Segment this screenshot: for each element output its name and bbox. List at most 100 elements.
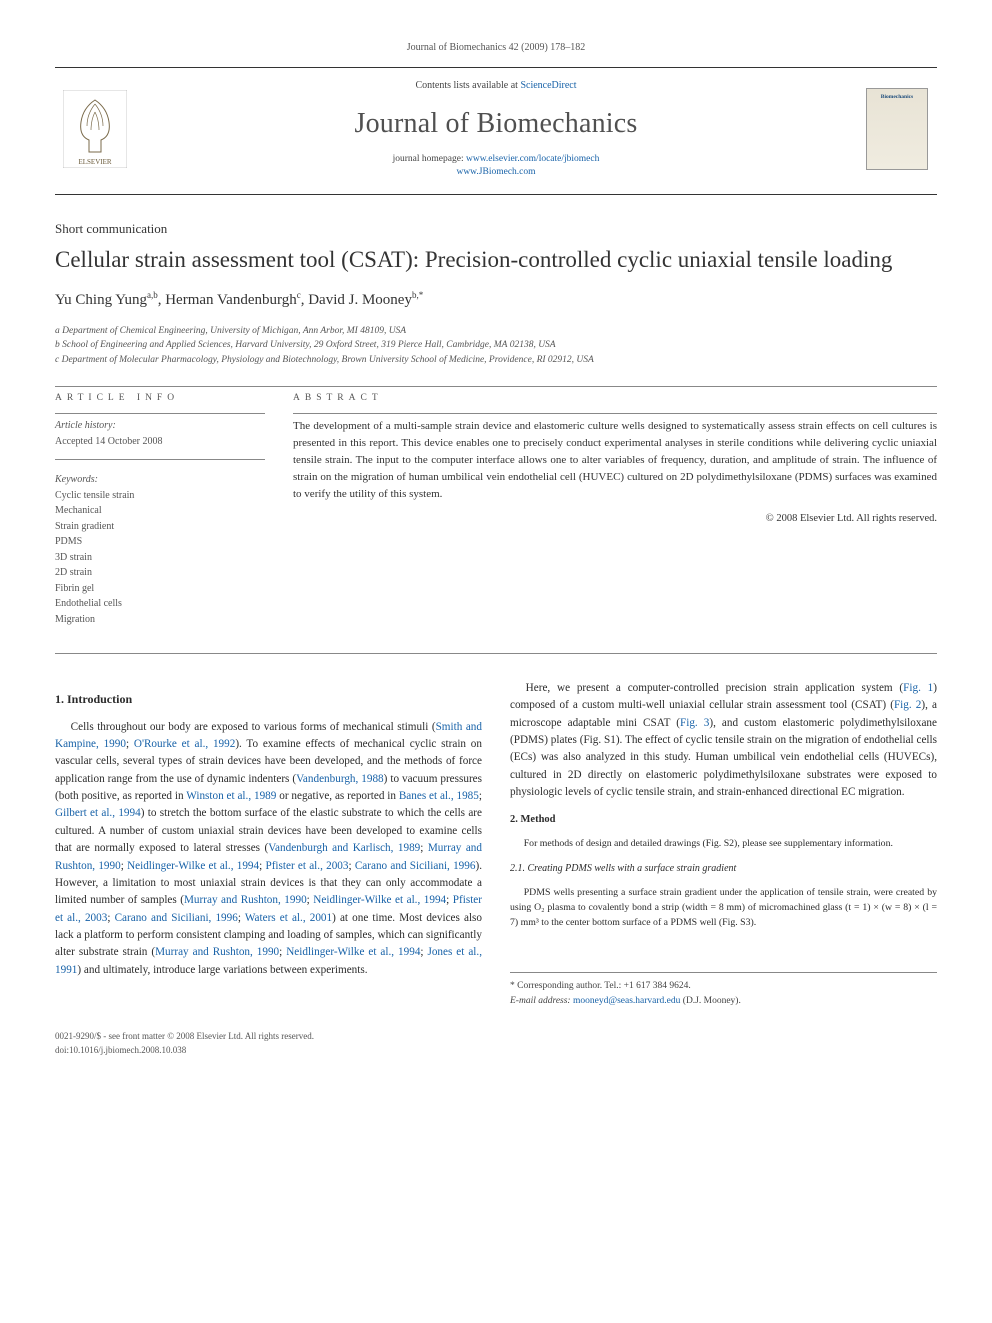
affiliation-a: a Department of Chemical Engineering, Un… (55, 324, 937, 339)
sciencedirect-link[interactable]: ScienceDirect (520, 80, 576, 91)
issn-line: 0021-9290/$ - see front matter © 2008 El… (55, 1030, 937, 1044)
citation[interactable]: Wilke et al., 1994 (338, 946, 421, 958)
homepage-prefix: journal homepage: (393, 154, 466, 164)
journal-name: Journal of Biomechanics (135, 103, 857, 145)
figure-ref[interactable]: Fig. 1 (903, 682, 933, 694)
t: ; (446, 894, 453, 906)
contents-available-line: Contents lists available at ScienceDirec… (135, 78, 857, 93)
info-abstract-row: ARTICLE INFO Article history: Accepted 1… (55, 391, 937, 627)
t: or negative, as reported in (276, 790, 398, 802)
citation[interactable]: Murray and Rushton, 1990 (184, 894, 307, 906)
method-paragraph: For methods of design and detailed drawi… (510, 836, 937, 851)
footer-meta: 0021-9290/$ - see front matter © 2008 El… (55, 1030, 937, 1057)
t: Here, we present a computer-controlled p… (526, 682, 903, 694)
keyword: Endothelial cells (55, 596, 265, 612)
citation[interactable]: O'Rourke et al., 1992 (134, 738, 235, 750)
journal-homepage-line: journal homepage: www.elsevier.com/locat… (135, 153, 857, 180)
keyword: Migration (55, 612, 265, 628)
article-info-block: Article history: Accepted 14 October 200… (55, 418, 265, 627)
keyword: Strain gradient (55, 519, 265, 535)
citation[interactable]: Vandenburgh, 1988 (296, 773, 384, 785)
t: ; (107, 912, 114, 924)
contents-prefix: Contents lists available at (415, 80, 520, 91)
article-info-column: ARTICLE INFO Article history: Accepted 1… (55, 391, 265, 627)
citation[interactable]: Gilbert et al., 1994 (55, 807, 141, 819)
t: Cells throughout our body are exposed to… (71, 721, 436, 733)
author-2: , Herman Vandenburgh (158, 292, 297, 308)
t: ) and ultimately, introduce large variat… (77, 964, 367, 976)
citation[interactable]: Winston et al., 1989 (186, 790, 276, 802)
heading-method: 2. Method (510, 812, 937, 828)
abstract-copyright: © 2008 Elsevier Ltd. All rights reserved… (293, 511, 937, 527)
publisher-logo-slot: ELSEVIER (55, 90, 135, 168)
author-3-affil: b,* (412, 290, 423, 300)
t: ; (238, 912, 245, 924)
keyword: 2D strain (55, 565, 265, 581)
citation[interactable]: Neidlinger-Wilke et al., 1994 (127, 860, 259, 872)
keyword: PDMS (55, 534, 265, 550)
rule-info-2 (55, 459, 265, 460)
svg-text:ELSEVIER: ELSEVIER (78, 158, 111, 166)
email-suffix: (D.J. Mooney). (680, 996, 740, 1006)
elsevier-tree-logo: ELSEVIER (63, 90, 127, 168)
t: ; (420, 842, 428, 854)
heading-introduction: 1. Introduction (55, 690, 482, 709)
history-title: Article history: (55, 418, 265, 434)
author-list: Yu Ching Yunga,b, Herman Vandenburghc, D… (55, 289, 937, 312)
article-type: Short communication (55, 219, 937, 239)
citation[interactable]: Neidlinger-Wilke et al., 1994 (313, 894, 446, 906)
homepage-link-2[interactable]: www.JBiomech.com (456, 167, 535, 177)
masthead-center: Contents lists available at ScienceDirec… (135, 78, 857, 180)
author-3: , David J. Mooney (301, 292, 412, 308)
corr-email-line: E-mail address: mooneyd@seas.harvard.edu… (510, 994, 937, 1009)
affiliation-c: c Department of Molecular Pharmacology, … (55, 353, 937, 368)
affiliations: a Department of Chemical Engineering, Un… (55, 324, 937, 368)
intro-paragraph-2: Here, we present a computer-controlled p… (510, 680, 937, 802)
article-title: Cellular strain assessment tool (CSAT): … (55, 244, 937, 275)
abstract-column: ABSTRACT The development of a multi-samp… (293, 391, 937, 627)
intro-paragraph-1: Cells throughout our body are exposed to… (55, 719, 482, 979)
keyword: Mechanical (55, 503, 265, 519)
citation[interactable]: Neidlinger- (286, 946, 337, 958)
citation[interactable]: Carano and Siciliani, 1996 (355, 860, 476, 872)
citation[interactable]: Waters et al., 2001 (245, 912, 332, 924)
keyword: 3D strain (55, 550, 265, 566)
heading-2-1: 2.1. Creating PDMS wells with a surface … (510, 861, 937, 877)
article-info-label: ARTICLE INFO (55, 391, 265, 405)
rule-top (55, 67, 937, 68)
author-1: Yu Ching Yung (55, 292, 147, 308)
figure-ref[interactable]: Fig. 3 (680, 717, 709, 729)
masthead: ELSEVIER Contents lists available at Sci… (55, 74, 937, 188)
keywords-title: Keywords: (55, 472, 265, 488)
rule-above-info (55, 386, 937, 387)
journal-cover-thumb: Biomechanics (866, 88, 928, 170)
rule-below-abstract (55, 653, 937, 654)
corresponding-author-footnote: * Corresponding author. Tel.: +1 617 384… (510, 972, 937, 1008)
citation[interactable]: Vandenburgh and Karlisch, 1989 (268, 842, 420, 854)
citation[interactable]: Carano and Siciliani, 1996 (115, 912, 238, 924)
rule-under-masthead (55, 194, 937, 195)
journal-cover-slot: Biomechanics (857, 88, 937, 170)
keyword: Fibrin gel (55, 581, 265, 597)
affiliation-b: b School of Engineering and Applied Scie… (55, 338, 937, 353)
doi-line: doi:10.1016/j.jbiomech.2008.10.038 (55, 1044, 937, 1058)
keyword: Cyclic tensile strain (55, 488, 265, 504)
running-head: Journal of Biomechanics 42 (2009) 178–18… (55, 40, 937, 55)
body-two-column: 1. Introduction Cells throughout our bod… (55, 680, 937, 1008)
accepted-date: Accepted 14 October 2008 (55, 434, 265, 450)
homepage-link-1[interactable]: www.elsevier.com/locate/jbiomech (466, 154, 599, 164)
corr-email-link[interactable]: mooneyd@seas.harvard.edu (573, 996, 680, 1006)
journal-cover-title: Biomechanics (881, 93, 913, 101)
abstract-label: ABSTRACT (293, 391, 937, 405)
rule-info-1 (55, 413, 265, 414)
sec21-paragraph: PDMS wells presenting a surface strain g… (510, 885, 937, 931)
t: ; (126, 738, 134, 750)
author-1-affil: a,b (147, 290, 158, 300)
citation[interactable]: Murray and Rushton, 1990 (155, 946, 279, 958)
rule-abstract (293, 413, 937, 414)
figure-ref[interactable]: Fig. 2 (894, 699, 921, 711)
abstract-text: The development of a multi-sample strain… (293, 418, 937, 503)
email-label: E-mail address: (510, 996, 573, 1006)
citation[interactable]: Pfister et al., 2003 (265, 860, 348, 872)
citation[interactable]: Banes et al., 1985 (399, 790, 479, 802)
